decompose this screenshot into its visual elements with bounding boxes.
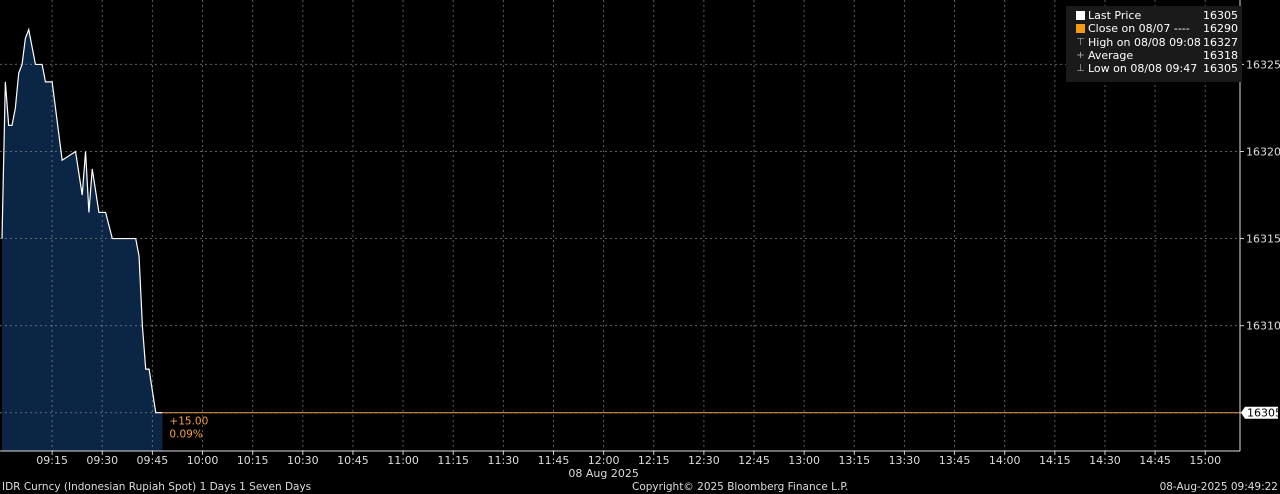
x-tick-label: 11:15 — [437, 454, 469, 467]
x-tick-label: 14:00 — [989, 454, 1021, 467]
x-tick-label: 14:15 — [1039, 454, 1071, 467]
price-chart: 09:15 09:30 09:45 10:00 10:15 10:30 10:45 11:00… — [0, 0, 1280, 480]
x-tick-label: 14:45 — [1139, 454, 1171, 467]
x-axis-label: 08 Aug 2025 — [568, 467, 638, 480]
white-square-icon — [1076, 11, 1085, 21]
x-tick-label: 13:00 — [788, 454, 820, 467]
last-price-tag — [1241, 406, 1278, 419]
y-tick-label: 16315 — [1246, 233, 1280, 246]
x-tick-label: 15:00 — [1189, 454, 1221, 467]
high-marker-icon: ⊤ — [1076, 36, 1085, 48]
x-tick-label: 11:45 — [538, 454, 570, 467]
x-tick-label: 12:45 — [738, 454, 770, 467]
x-tick-label: 14:30 — [1089, 454, 1121, 467]
x-tick-label: 11:30 — [487, 454, 519, 467]
security-description: IDR Curncy (Indonesian Rupiah Spot) 1 Da… — [2, 481, 312, 493]
x-tick-label: 12:15 — [638, 454, 670, 467]
low-marker-icon: ⊥ — [1076, 63, 1085, 75]
x-tick-label: 10:30 — [287, 454, 319, 467]
x-tick-label: 09:30 — [86, 454, 118, 467]
x-tick-label: 13:15 — [838, 454, 870, 467]
x-tick-label: 09:15 — [36, 454, 68, 467]
copyright: Copyright© 2025 Bloomberg Finance L.P. — [632, 481, 849, 493]
x-tick-label: 13:45 — [939, 454, 971, 467]
x-tick-label: 10:15 — [237, 454, 269, 467]
series-line — [1, 27, 163, 414]
legend-close[interactable]: Close on 08/07 ---- 16290 — [1070, 22, 1238, 35]
legend-average[interactable]: + Average 16318 — [1076, 48, 1238, 62]
series-area — [2, 29, 163, 451]
average-marker-icon: + — [1076, 49, 1085, 61]
legend-low[interactable]: ⊥ Low on 08/08 09:47 16305 — [1076, 62, 1238, 76]
y-tick-label: 16310 — [1246, 320, 1280, 333]
x-tick-label: 13:30 — [889, 454, 921, 467]
chart-legend: Last Price 16305 Close on 08/07 ---- 16290… — [1066, 6, 1242, 82]
x-tick-label: 12:30 — [688, 454, 720, 467]
timestamp: 08-Aug-2025 09:49:22 — [1159, 481, 1278, 493]
x-tick-label: 10:45 — [337, 454, 369, 467]
x-tick-label: 11:00 — [387, 454, 419, 467]
x-tick-label: 10:00 — [187, 454, 219, 467]
x-tick-label: 09:45 — [137, 454, 169, 467]
y-tick-label: 16325 — [1246, 58, 1280, 71]
legend-high[interactable]: ⊤ High on 08/08 09:08 16327 — [1076, 35, 1238, 49]
orange-square-icon — [1076, 24, 1085, 34]
change-pct: 0.09% — [169, 429, 202, 441]
last-price-label: 16305 — [1247, 407, 1280, 420]
change-abs: +15.00 — [169, 416, 208, 428]
y-tick-label: 16320 — [1246, 145, 1280, 158]
x-tick-label: 12:00 — [588, 454, 620, 467]
legend-last-price[interactable]: Last Price 16305 — [1070, 9, 1238, 22]
